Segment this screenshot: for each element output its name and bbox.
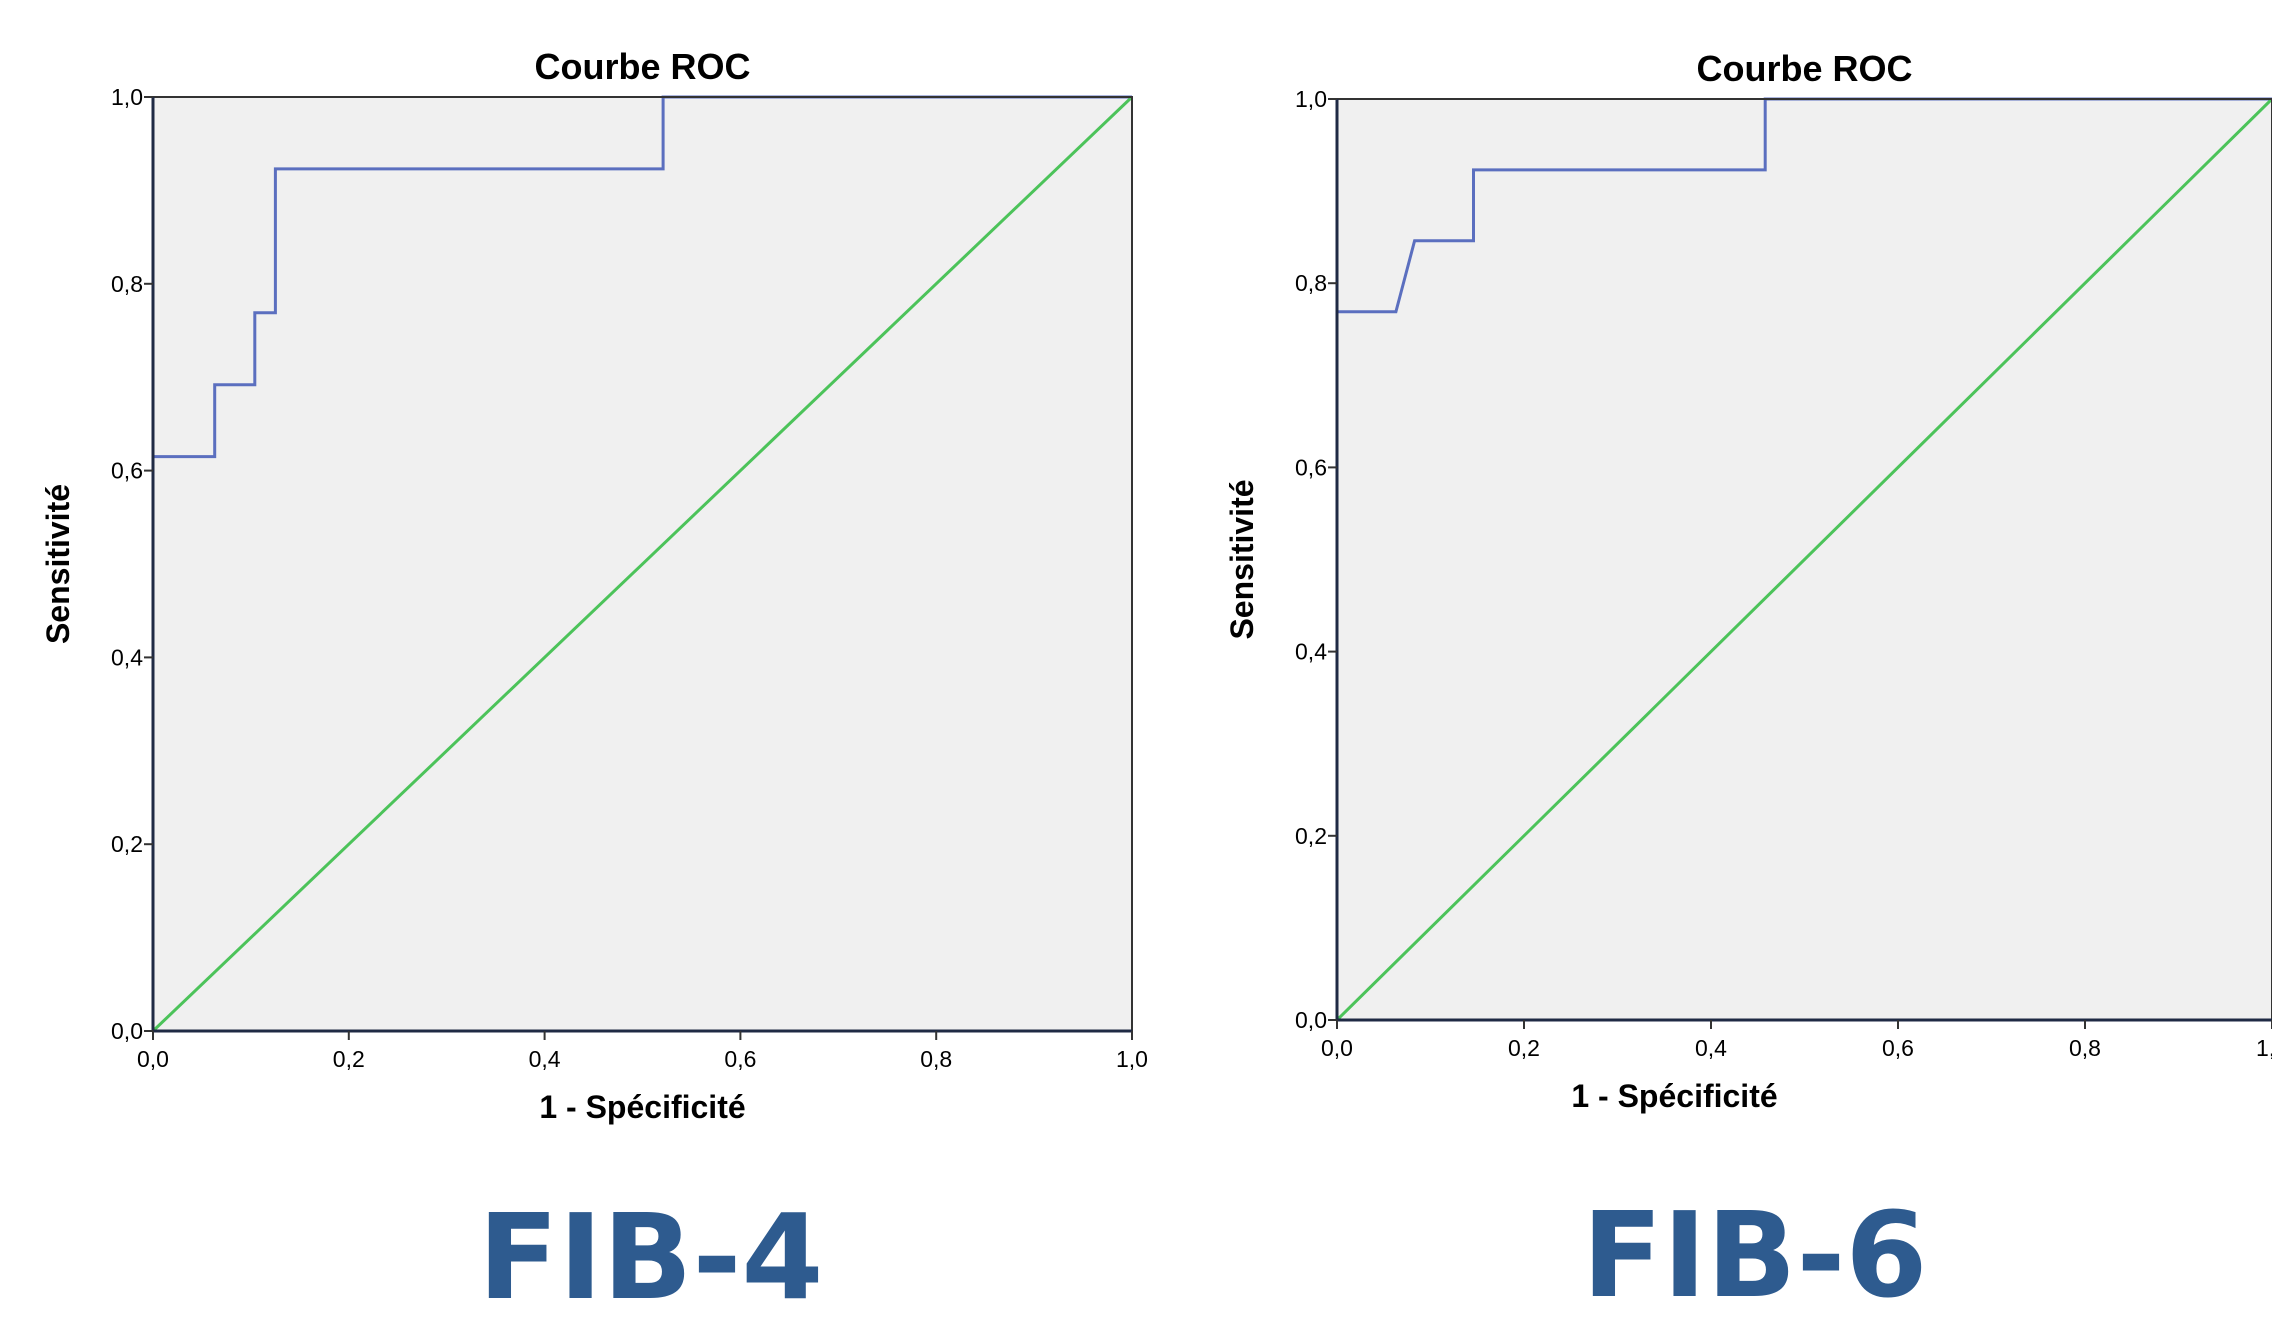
y-tick-label: 0,6	[1295, 454, 1327, 480]
chart-title: Courbe ROC	[1697, 48, 1913, 89]
y-tick-label: 0,0	[111, 1018, 143, 1044]
y-tick-label: 1,0	[111, 84, 143, 110]
y-tick-label: 0,4	[111, 644, 143, 670]
panel-label-fib6: FIB-6	[1582, 1186, 1928, 1324]
x-tick-label: 0,2	[333, 1046, 365, 1072]
x-tick-label: 0,6	[724, 1046, 756, 1072]
y-tick-label: 0,6	[111, 458, 143, 484]
chart-fib6: Courbe ROC 0,0 0,2 0,4 0,6 0,8 1,0 0,0 0,2 0,4 0,6…	[1224, 48, 2272, 1114]
y-tick-label: 0,2	[111, 831, 143, 857]
x-tick-label: 0,4	[529, 1046, 561, 1072]
x-tick-label: 0,2	[1508, 1035, 1540, 1061]
y-axis-label: Sensitivité	[1224, 479, 1260, 639]
y-tick-label: 1,0	[1295, 86, 1327, 112]
x-tick-label: 0,8	[920, 1046, 952, 1072]
panel-label-fib4: FIB-4	[478, 1188, 824, 1326]
x-tick-label: 1,0	[2256, 1035, 2272, 1061]
chart-title: Courbe ROC	[535, 46, 751, 87]
reference-diagonal	[1335, 97, 2272, 1022]
chart-fib4: Courbe ROC 0,0 0,2 0,4 0,6 0,8 1,0 0,0 0,2 0,4 0,6…	[40, 46, 1148, 1125]
x-axis-label: 1 - Spécificité	[539, 1089, 745, 1125]
x-tick-label: 0,8	[2069, 1035, 2101, 1061]
roc-curve	[1335, 97, 2272, 1020]
y-tick-label: 0,8	[1295, 270, 1327, 296]
roc-curve	[151, 95, 1132, 1031]
x-tick-label: 1,0	[1116, 1046, 1148, 1072]
x-tick-label: 0,6	[1882, 1035, 1914, 1061]
y-tick-label: 0,2	[1295, 823, 1327, 849]
y-tick-label: 0,4	[1295, 639, 1327, 665]
x-tick-label: 0,4	[1695, 1035, 1727, 1061]
y-axis-label: Sensitivité	[40, 484, 76, 644]
y-tick-label: 0,0	[1295, 1007, 1327, 1033]
reference-diagonal	[151, 95, 1134, 1033]
x-axis-label: 1 - Spécificité	[1571, 1078, 1777, 1114]
y-tick-label: 0,8	[111, 271, 143, 297]
x-tick-label: 0,0	[1321, 1035, 1353, 1061]
x-tick-label: 0,0	[137, 1046, 169, 1072]
